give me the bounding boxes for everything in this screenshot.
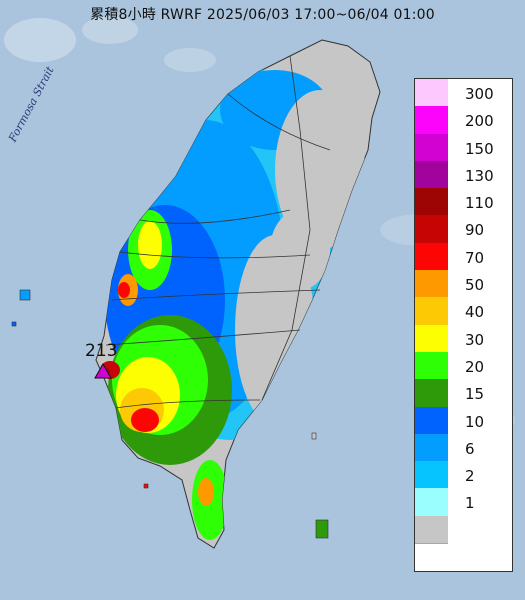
legend-label: 110 [465, 194, 494, 213]
legend-row: 150 [415, 133, 512, 162]
offshore-islands [11, 289, 329, 539]
legend-swatch [415, 188, 448, 217]
legend-swatch [415, 297, 448, 326]
legend-row: 110 [415, 188, 512, 217]
legend-swatch [415, 324, 448, 353]
map-title: 累積8小時 RWRF 2025/06/03 17:00~06/04 01:00 [90, 7, 435, 23]
legend-row: 2 [415, 461, 512, 490]
legend-row: 10 [415, 406, 512, 435]
dry-zone-east [275, 90, 365, 250]
legend-row: 20 [415, 351, 512, 381]
legend-label: 15 [465, 385, 485, 404]
legend-label: 20 [465, 357, 485, 376]
legend-swatch [415, 515, 448, 545]
legend-row: 50 [415, 270, 512, 299]
legend-swatch [415, 106, 448, 135]
legend-label: 30 [465, 330, 485, 349]
legend-label: 150 [465, 139, 494, 158]
rain-zone-70mm [131, 408, 159, 432]
legend-swatch [415, 79, 448, 108]
legend-row: 130 [415, 160, 512, 190]
legend-swatch [415, 351, 448, 381]
rain-zone-south-orange [198, 478, 214, 506]
legend-swatch [415, 242, 448, 272]
legend-label: 130 [465, 166, 494, 185]
legend-row: 90 [415, 215, 512, 244]
legend-row: 15 [415, 379, 512, 408]
legend-label: 10 [465, 412, 485, 431]
legend-row: 1 [415, 488, 512, 517]
legend-row: 30 [415, 324, 512, 353]
legend-swatch [415, 461, 448, 490]
legend-swatch [415, 488, 448, 517]
legend-label: 6 [465, 439, 475, 458]
legend-label: 70 [465, 248, 485, 267]
legend-row: 40 [415, 297, 512, 326]
legend-swatch [415, 379, 448, 408]
legend-label: 40 [465, 303, 485, 322]
legend-label: 50 [465, 276, 485, 295]
max-rainfall-marker [94, 362, 112, 379]
rain-zone-70mm-west [118, 282, 130, 298]
legend-row: 6 [415, 433, 512, 463]
legend-swatch [415, 133, 448, 162]
county-boundaries [105, 55, 331, 409]
legend-row: 300 [415, 79, 512, 108]
legend-swatch [415, 160, 448, 190]
max-rainfall-label: 213 [85, 341, 118, 361]
legend-label: 1 [465, 494, 475, 513]
rain-zone-west-yellow [138, 221, 162, 269]
legend-label: 300 [465, 85, 494, 103]
legend-swatch [415, 215, 448, 244]
legend-row [415, 515, 512, 545]
legend-label: 200 [465, 112, 494, 131]
legend-label: 2 [465, 467, 475, 486]
legend-label: 90 [465, 221, 485, 240]
legend-swatch [415, 406, 448, 435]
legend-swatch [415, 433, 448, 463]
dry-zone-central [270, 210, 330, 290]
legend-row: 200 [415, 106, 512, 135]
color-legend: 300 200 150 130 110 90 70 50 40 30 20 15 10 6 2 1 [414, 78, 513, 572]
legend-row: 70 [415, 242, 512, 272]
legend-swatch [415, 270, 448, 299]
